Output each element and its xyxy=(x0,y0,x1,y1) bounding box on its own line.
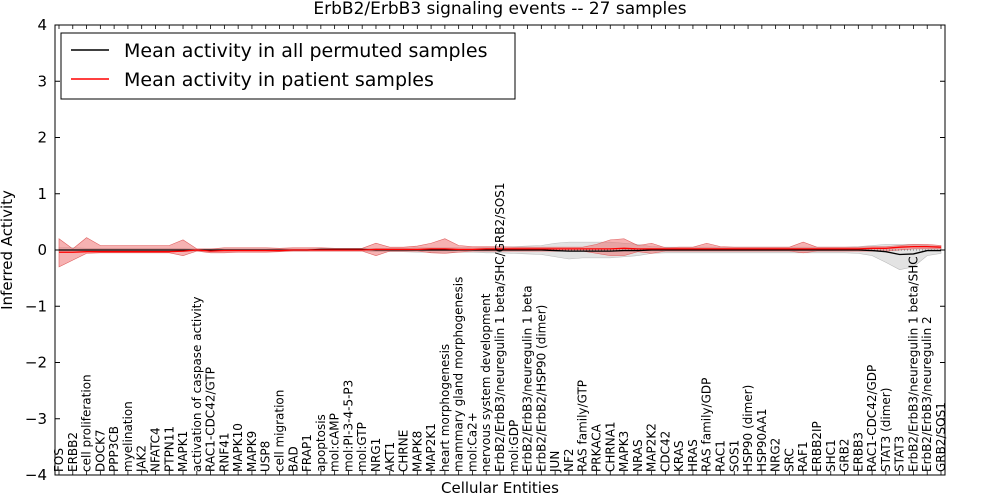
y-axis-label: Inferred Activity xyxy=(0,190,16,310)
x-tick-label: mol:GTP xyxy=(355,422,369,472)
x-tick-label: HRAS xyxy=(686,439,700,472)
x-tick-label: ERBB2IP xyxy=(810,421,824,472)
y-tick-label: −1 xyxy=(25,297,47,315)
x-tick-label: USP8 xyxy=(259,441,273,472)
x-tick-label: cell migration xyxy=(273,390,287,472)
x-tick-label: STAT3 xyxy=(893,436,907,472)
line-permuted-mean xyxy=(59,248,941,256)
y-tick-label: 3 xyxy=(37,72,47,90)
x-tick-label: ErbB2/ErbB3/neuregulin 2 xyxy=(920,316,934,472)
plot-area: −4 −3 −2 −1 0 1 2 3 4 FOS ERBB2 cell proliferation D… xyxy=(25,16,948,484)
x-tick-label: KRAS xyxy=(672,440,686,472)
x-tick-label: HSP90 (dimer) xyxy=(741,385,755,472)
x-tick-label: MAP2K2 xyxy=(645,423,659,472)
x-tick-label: RAF1 xyxy=(796,441,810,472)
x-tick-label: mol:GDP xyxy=(507,420,521,472)
x-tick-label: ErbB2/ErbB2/HSP90 (dimer) xyxy=(534,305,548,472)
x-tick-label: ErbB2/ErbB3/neuregulin 1 beta/SHC xyxy=(906,256,920,472)
x-tick-label: DOCK7 xyxy=(93,429,107,472)
x-tick-label: CDC42 xyxy=(658,431,672,472)
x-tick-label: ERBB3 xyxy=(851,432,865,472)
x-tick-label: JUN xyxy=(548,451,562,473)
y-tick-label: 2 xyxy=(37,129,47,147)
x-tick-label: nervous system development xyxy=(479,293,493,472)
x-tick-label: mol:Ca2+ xyxy=(465,412,479,472)
y-tick-label: −2 xyxy=(25,354,47,372)
x-tick-label: ERBB2 xyxy=(66,432,80,472)
band-patient xyxy=(58,237,942,268)
y-tick-label: 0 xyxy=(37,241,47,259)
x-tick-label: mol:cAMP xyxy=(328,413,342,472)
y-tick-label: −3 xyxy=(25,410,47,428)
x-tick-label: PPP3CB xyxy=(107,426,121,472)
x-tick-label: CHRNA1 xyxy=(603,421,617,472)
x-tick-label: FRAP1 xyxy=(300,434,314,472)
x-tick-label: CHRNE xyxy=(397,430,411,472)
x-tick-label: PTPN11 xyxy=(162,426,176,472)
x-tick-label: GRB2 xyxy=(838,438,852,472)
y-tick-label: 1 xyxy=(37,185,47,203)
x-tick-label: MAPK10 xyxy=(231,423,245,472)
x-tick-label: MAPK1 xyxy=(176,431,190,472)
x-tick-label: RNF41 xyxy=(217,433,231,473)
x-tick-label: mammary gland morphogenesis xyxy=(452,277,466,472)
x-tick-label: HSP90AA1 xyxy=(755,408,769,472)
x-tick-label: NFATC4 xyxy=(148,427,162,472)
x-axis-label: Cellular Entities xyxy=(441,479,559,497)
x-tick-label: RAC1-CDC42/GDP xyxy=(865,365,879,472)
x-tick-label: GRB2/SOS1 xyxy=(934,402,948,472)
x-tick-label: ErbB2/ErbB3/neuregulin 1 beta xyxy=(521,285,535,472)
x-tick-label: myelination xyxy=(121,401,135,472)
x-tick-label: MAP2K1 xyxy=(424,423,438,472)
x-tick-label: NRG2 xyxy=(769,438,783,472)
x-tick-label: RAS family/GTP xyxy=(576,380,590,472)
x-tick-label: NRAS xyxy=(631,439,645,472)
x-tick-label: AKT1 xyxy=(383,442,397,472)
y-tick-label: −4 xyxy=(25,466,47,484)
x-tick-label: RAC1-CDC42/GTP xyxy=(204,367,218,472)
legend-label-patient: Mean activity in patient samples xyxy=(124,69,434,91)
x-tick-label: SHC1 xyxy=(824,439,838,472)
x-tick-label: MAPK3 xyxy=(617,431,631,472)
line-patient-mean xyxy=(59,245,942,253)
x-tick-label: BAD xyxy=(286,446,300,472)
x-tick-label: RAS family/GDP xyxy=(700,378,714,472)
x-tick-label: SRC xyxy=(782,448,796,472)
x-tick-label: STAT3 (dimer) xyxy=(879,388,893,472)
x-tick-label: PRKACA xyxy=(589,423,603,472)
x-tick-label: FOS xyxy=(52,448,66,472)
x-tick-label: JAK2 xyxy=(135,445,149,473)
y-tick-label: 4 xyxy=(37,16,47,34)
x-tick-label: NRG1 xyxy=(369,438,383,472)
x-tick-label: RAC1 xyxy=(714,440,728,472)
x-tick-label: SOS1 xyxy=(727,440,741,472)
x-tick-label: apoptosis xyxy=(314,414,328,472)
x-tick-label: activation of caspase activity xyxy=(190,297,204,472)
x-tick-label: MAPK9 xyxy=(245,431,259,472)
legend-label-permuted: Mean activity in all permuted samples xyxy=(124,40,487,62)
x-tick-label: ErbB2/ErbB3/neuregulin 1 beta/SHC/GRB2/S… xyxy=(493,182,507,472)
legend-box xyxy=(60,32,516,100)
x-tick-label: mol:PI-3-4-5-P3 xyxy=(341,380,355,472)
x-tick-label: MAPK8 xyxy=(410,431,424,472)
x-tick-label: cell proliferation xyxy=(80,374,94,472)
x-tick-label: heart morphogenesis xyxy=(438,344,452,472)
legend: Mean activity in all permuted samples Me… xyxy=(60,32,516,100)
chart-title: ErbB2/ErbB3 signaling events -- 27 sampl… xyxy=(313,0,686,19)
x-tick-label: NF2 xyxy=(562,448,576,472)
